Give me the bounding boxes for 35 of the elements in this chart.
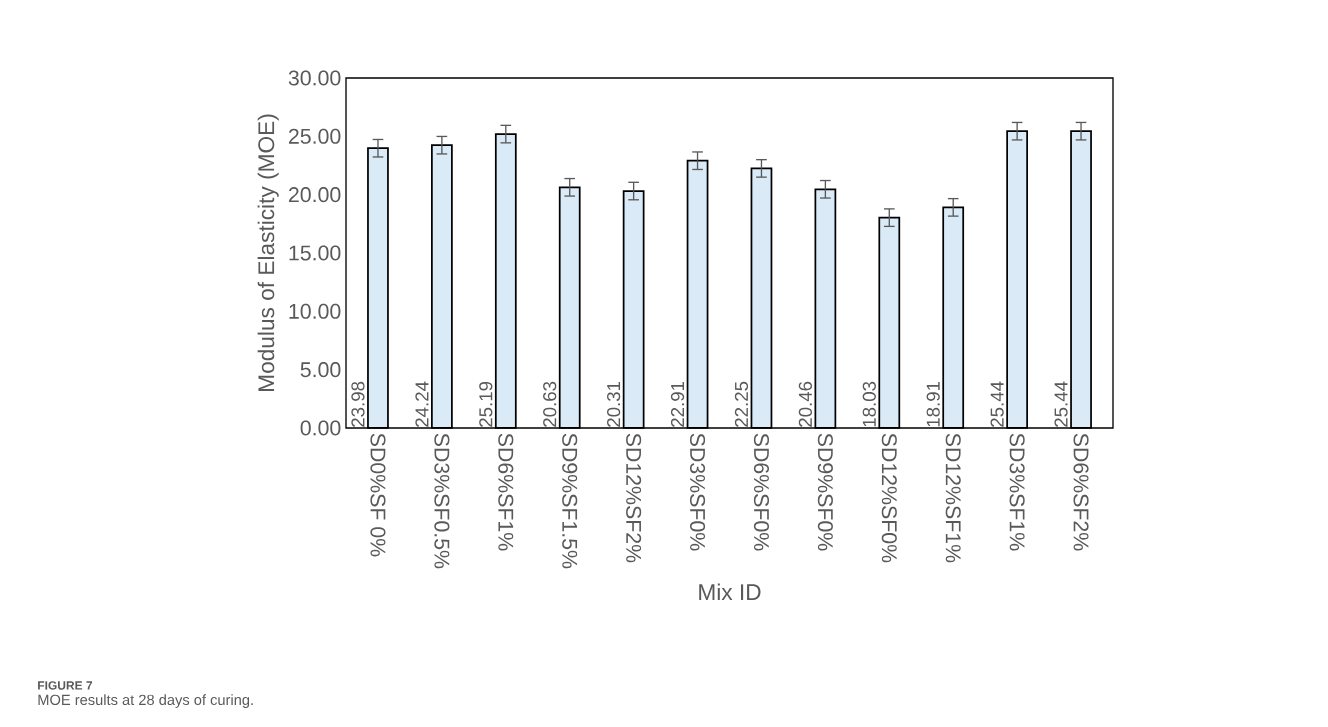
x-tick-label: SD0%SF 0%	[370, 433, 386, 557]
x-tick-label: SD6%SF2%	[1073, 433, 1089, 551]
caption: FIGURE 7	[38, 681, 93, 690]
data-label: 20.63	[543, 381, 557, 427]
x-tick-label: SD12%SF0%	[881, 433, 897, 563]
y-tick-label: 10.00	[289, 303, 341, 319]
y-tick-label: 0.00	[300, 420, 341, 436]
y-tick-label: 30.00	[288, 70, 341, 86]
x-tick-label: SD3%SF0%	[690, 433, 706, 551]
x-tick-label: SD6%SF0%	[753, 433, 770, 551]
x-tick-label: SD3%SF0.5%	[434, 433, 450, 569]
x-tick-label: SD9%SF0%	[817, 433, 833, 551]
text: MOE results at 28 days of curing.	[38, 694, 253, 708]
data-label: 20.31	[607, 381, 621, 427]
y-tick-label: 15.00	[289, 245, 341, 261]
data-label: 18.91	[926, 381, 940, 427]
data-label: 25.19	[479, 381, 493, 427]
data-label: 22.91	[670, 381, 685, 427]
y-axis-title: Modulus of Elasticity (MOE)	[257, 114, 279, 391]
data-label: 18.03	[862, 381, 876, 427]
x-tick-label: SD6%SF1%	[498, 433, 514, 551]
y-tick-label: 20.00	[288, 187, 341, 203]
x-tick-label: SD12%SF2%	[626, 433, 642, 563]
x-tick-label: SD9%SF1.5%	[562, 433, 578, 569]
x-tick-label: SD3%SF1%	[1009, 433, 1025, 551]
data-label: 23.98	[351, 381, 365, 427]
data-label: 20.46	[798, 381, 812, 427]
data-label: 22.25	[734, 381, 749, 427]
data-label: 25.44	[1054, 381, 1068, 427]
y-tick-label: 25.00	[288, 128, 341, 144]
y-tick-label: 5.00	[300, 362, 341, 378]
data-label: 24.24	[415, 381, 429, 427]
data-label: 25.44	[990, 381, 1004, 427]
x-axis-title: Mix ID	[699, 583, 761, 600]
x-tick-label: SD12%SF1%	[945, 433, 961, 563]
